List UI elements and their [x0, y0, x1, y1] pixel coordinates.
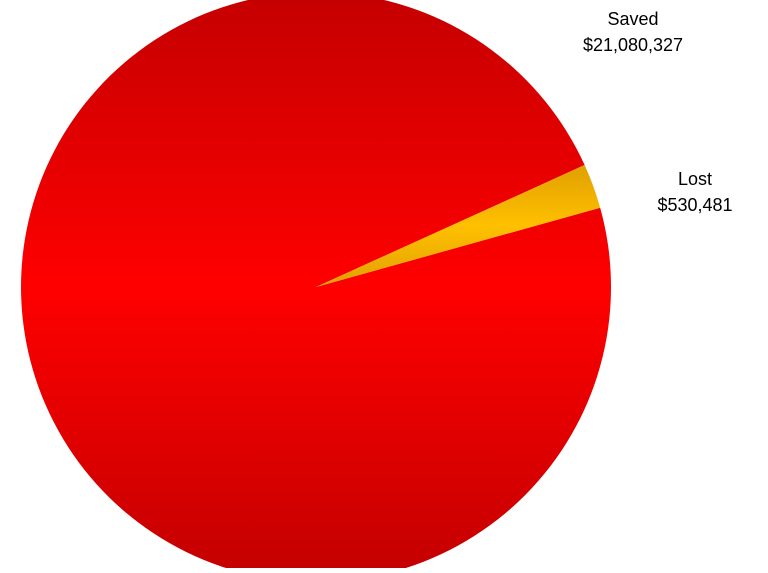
data-label-lost: Lost $530,481 [622, 166, 768, 218]
data-label-saved-name: Saved [607, 9, 659, 29]
data-label-saved-value: $21,080,327 [582, 35, 684, 55]
pie-slices [21, 0, 611, 573]
data-label-lost-value: $530,481 [657, 195, 733, 215]
pie-slice-saved [21, 0, 611, 573]
data-label-lost-name: Lost [677, 169, 713, 189]
data-label-saved: Saved $21,080,327 [558, 6, 708, 58]
pie-slice-lost [316, 165, 601, 287]
